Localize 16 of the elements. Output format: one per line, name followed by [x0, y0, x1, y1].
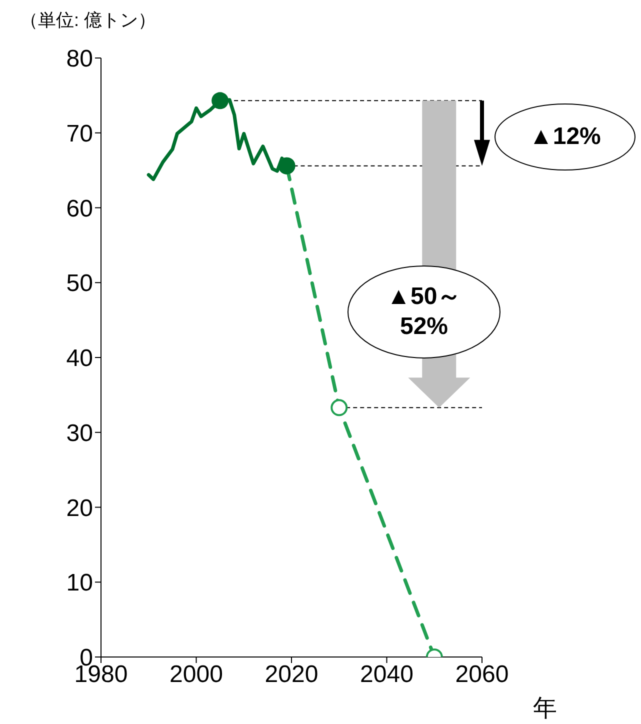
y-tick-label: 40 — [66, 345, 93, 372]
y-tick-label: 50 — [66, 270, 93, 298]
y-tick-label: 10 — [66, 570, 93, 597]
y-tick-label: 70 — [66, 120, 93, 148]
x-tick-label: 2040 — [360, 661, 414, 688]
x-tick-label: 2000 — [170, 661, 223, 688]
y-tick-label: 60 — [66, 195, 93, 222]
x-tick-label: 2060 — [455, 661, 509, 688]
y-axis-title: （単位: 億トン） — [20, 9, 156, 32]
y-tick-label: 80 — [66, 46, 93, 73]
text: ▲12% — [528, 122, 602, 152]
y-tick-label: 30 — [66, 420, 93, 447]
y-tick-label: 20 — [66, 494, 93, 522]
annotation: ▲50～52% — [386, 282, 462, 342]
x-tick-label: 2020 — [264, 661, 318, 688]
x-axis-title: 年 — [533, 694, 557, 724]
